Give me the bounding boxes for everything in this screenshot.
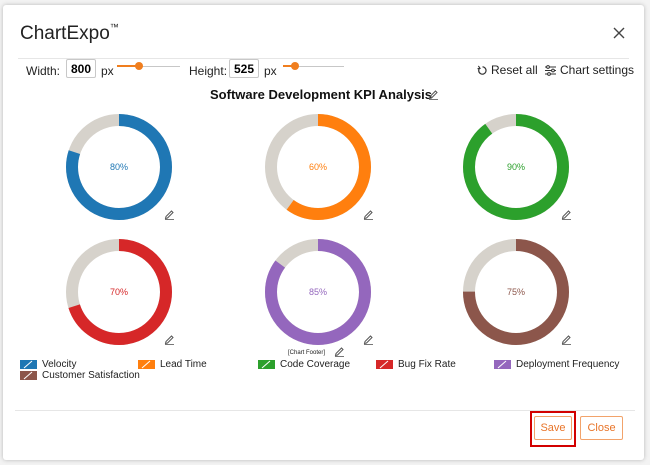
- legend-swatch: [20, 371, 37, 380]
- chart-dialog: ChartExpo™: [3, 5, 644, 460]
- edit-footer-pencil-icon[interactable]: [334, 346, 345, 357]
- donut-arc[interactable]: [265, 239, 371, 345]
- reset-all-label: Reset all: [491, 63, 538, 77]
- reset-all-button[interactable]: Reset all: [477, 63, 538, 77]
- edit-chart-pencil-icon[interactable]: [363, 209, 374, 220]
- height-unit: px: [264, 64, 277, 78]
- width-slider-thumb[interactable]: [135, 62, 144, 70]
- legend-item[interactable]: Deployment Frequency: [494, 359, 619, 370]
- legend-swatch: [376, 360, 393, 369]
- height-slider[interactable]: [283, 62, 344, 70]
- donut-arc[interactable]: [463, 239, 569, 345]
- donut-chart-bug-fix-rate: 70%: [60, 233, 178, 356]
- donut-chart-lead-time: 60%: [259, 108, 377, 231]
- legend-swatch: [494, 360, 511, 369]
- donut-arc[interactable]: [66, 114, 172, 220]
- edit-chart-pencil-icon[interactable]: [561, 334, 572, 345]
- legend-swatch: [258, 360, 275, 369]
- footer-divider: [15, 410, 635, 411]
- height-input[interactable]: [229, 59, 259, 78]
- edit-title-pencil-icon[interactable]: [428, 89, 439, 100]
- width-unit: px: [101, 64, 114, 78]
- legend-swatch: [138, 360, 155, 369]
- edit-chart-pencil-icon[interactable]: [164, 209, 175, 220]
- width-label: Width:: [26, 64, 61, 78]
- donut-chart-code-coverage: 90%: [457, 108, 575, 231]
- save-highlight-box: [530, 411, 576, 447]
- legend-label: Deployment Frequency: [516, 359, 620, 370]
- legend-swatch: [20, 360, 37, 369]
- legend-item[interactable]: Bug Fix Rate: [376, 359, 456, 370]
- legend-label: Code Coverage: [280, 359, 351, 370]
- save-button[interactable]: Save: [534, 416, 572, 440]
- height-label: Height:: [189, 64, 228, 78]
- donut-chart-customer-satisfaction: 75%: [457, 233, 575, 356]
- close-icon[interactable]: [611, 25, 627, 41]
- donut-value-label: 75%: [507, 287, 525, 297]
- donut-arc[interactable]: [463, 114, 569, 220]
- header-divider: [18, 58, 629, 59]
- height-slider-thumb[interactable]: [291, 62, 300, 70]
- width-slider[interactable]: [117, 62, 180, 70]
- donut-value-label: 85%: [309, 287, 327, 297]
- legend-label: Lead Time: [160, 359, 207, 370]
- donut-chart-deployment-frequency: 85%: [259, 233, 377, 356]
- donut-value-label: 70%: [110, 287, 128, 297]
- legend-label: Customer Satisfaction: [42, 370, 140, 381]
- width-input[interactable]: [66, 59, 96, 78]
- reset-icon: [477, 65, 487, 75]
- edit-chart-pencil-icon[interactable]: [363, 334, 374, 345]
- close-button[interactable]: Close: [580, 416, 623, 440]
- legend-item[interactable]: Customer Satisfaction: [20, 370, 140, 381]
- legend-item[interactable]: Lead Time: [138, 359, 207, 370]
- chart-footer: [Chart Footer]: [288, 350, 326, 356]
- settings-sliders-icon: [545, 64, 556, 76]
- donut-value-label: 60%: [309, 162, 327, 172]
- legend-item[interactable]: Velocity: [20, 359, 76, 370]
- chart-settings-button[interactable]: Chart settings: [544, 63, 634, 77]
- chart-settings-label: Chart settings: [560, 63, 635, 77]
- dialog-title: ChartExpo™: [20, 21, 119, 44]
- edit-chart-pencil-icon[interactable]: [164, 334, 175, 345]
- donut-value-label: 90%: [507, 162, 525, 172]
- legend-item[interactable]: Code Coverage: [258, 359, 350, 370]
- chart-title: Software Development KPI Analysis: [210, 87, 433, 102]
- donut-chart-velocity: 80%: [60, 108, 178, 231]
- legend-label: Bug Fix Rate: [398, 359, 456, 370]
- edit-chart-pencil-icon[interactable]: [561, 209, 572, 220]
- donut-arc[interactable]: [66, 239, 172, 345]
- donut-value-label: 80%: [110, 162, 128, 172]
- legend-label: Velocity: [42, 359, 77, 370]
- donut-arc[interactable]: [265, 114, 371, 220]
